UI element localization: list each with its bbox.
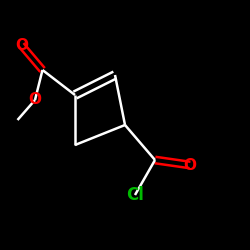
Text: O: O: [184, 158, 196, 172]
Text: O: O: [28, 92, 42, 108]
Text: Cl: Cl: [126, 186, 144, 204]
Text: O: O: [15, 38, 28, 52]
